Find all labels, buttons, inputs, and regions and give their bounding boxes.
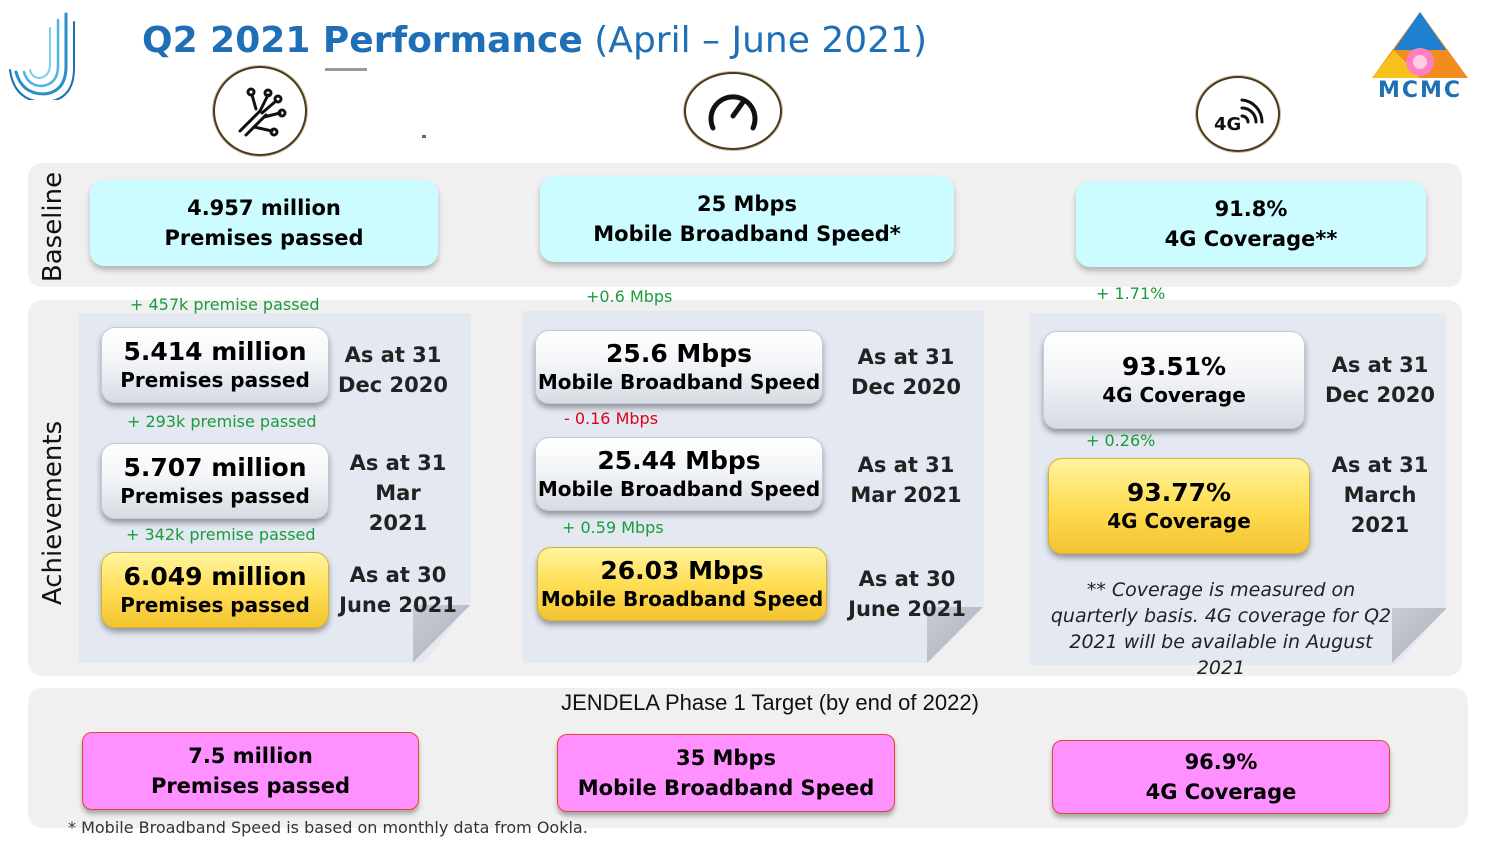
premises-jun-value: 6.049 million xyxy=(123,562,307,591)
jendela-logo xyxy=(8,10,80,104)
title-bold: Q2 2021 Performance xyxy=(142,20,583,61)
premises-box-mar: 5.707 million Premises passed xyxy=(101,443,329,519)
coverage-mar-label: 4G Coverage xyxy=(1107,509,1251,533)
title-underline xyxy=(325,68,367,71)
baseline-premises-label: Premises passed xyxy=(164,226,364,250)
speedometer-icon xyxy=(684,72,782,150)
premises-delta-1: + 457k premise passed xyxy=(130,295,320,314)
coverage-dec-date: As at 31 Dec 2020 xyxy=(1325,353,1435,407)
mcmc-logo-text: MCMC xyxy=(1377,78,1463,103)
premises-delta-2: + 293k premise passed xyxy=(127,412,317,431)
speed-jun-label: Mobile Broadband Speed xyxy=(540,587,824,611)
premises-box-jun: 6.049 million Premises passed xyxy=(101,552,329,628)
premises-dec-label: Premises passed xyxy=(120,368,310,392)
premises-panel-fold xyxy=(413,605,471,663)
4g-icon-text: 4G xyxy=(1214,114,1241,134)
premises-delta-3: + 342k premise passed xyxy=(126,525,316,544)
premises-box-dec: 5.414 million Premises passed xyxy=(101,327,329,403)
target-coverage-label: 4G Coverage xyxy=(1145,780,1297,804)
target-premises-box: 7.5 million Premises passed xyxy=(82,732,419,810)
speed-jun-value: 26.03 Mbps xyxy=(600,556,764,585)
page-title: Q2 2021 Performance (April – June 2021) xyxy=(142,20,927,61)
speed-mar-label: Mobile Broadband Speed xyxy=(537,477,821,501)
circuit-network-icon xyxy=(213,66,307,156)
coverage-box-mar: 93.77% 4G Coverage xyxy=(1048,458,1310,554)
baseline-coverage-label: 4G Coverage** xyxy=(1164,227,1338,251)
coverage-box-dec: 93.51% 4G Coverage xyxy=(1043,331,1305,429)
target-heading: JENDELA Phase 1 Target (by end of 2022) xyxy=(561,690,979,715)
baseline-premises-value: 4.957 million xyxy=(187,196,341,220)
baseline-coverage-value: 91.8% xyxy=(1214,197,1288,221)
target-speed-label: Mobile Broadband Speed xyxy=(577,776,875,800)
coverage-note: ** Coverage is measured on quarterly bas… xyxy=(1050,579,1392,679)
premises-mar-label: Premises passed xyxy=(120,484,310,508)
coverage-delta-2: + 0.26% xyxy=(1086,431,1156,450)
premises-mar-value: 5.707 million xyxy=(123,453,307,482)
dot-mark xyxy=(422,135,426,138)
target-coverage-value: 96.9% xyxy=(1184,750,1258,774)
speed-delta-2: - 0.16 Mbps xyxy=(564,409,659,428)
baseline-coverage-box: 91.8% 4G Coverage** xyxy=(1076,181,1426,267)
coverage-mar-date: As at 31 March 2021 xyxy=(1331,453,1429,537)
speed-panel-fold xyxy=(927,607,984,663)
speed-dec-label: Mobile Broadband Speed xyxy=(537,370,821,394)
coverage-delta-1: + 1.71% xyxy=(1096,284,1166,303)
premises-dec-date: As at 31 Dec 2020 xyxy=(338,343,448,397)
speed-mar-value: 25.44 Mbps xyxy=(597,446,761,475)
achievements-label: Achievements xyxy=(38,420,68,606)
target-premises-value: 7.5 million xyxy=(188,744,313,768)
target-coverage-box: 96.9% 4G Coverage xyxy=(1052,740,1390,814)
speed-delta-3: + 0.59 Mbps xyxy=(562,518,664,537)
premises-dec-value: 5.414 million xyxy=(123,337,307,366)
speed-mar-date: As at 31 Mar 2021 xyxy=(850,453,962,507)
coverage-panel-fold xyxy=(1392,608,1446,665)
speed-box-mar: 25.44 Mbps Mobile Broadband Speed xyxy=(535,437,823,511)
speed-jun-date: As at 30 June 2021 xyxy=(848,567,966,621)
baseline-speed-value: 25 Mbps xyxy=(697,192,797,216)
target-speed-box: 35 Mbps Mobile Broadband Speed xyxy=(557,734,895,812)
speed-dec-value: 25.6 Mbps xyxy=(606,339,752,368)
target-premises-label: Premises passed xyxy=(150,774,351,798)
speed-box-dec: 25.6 Mbps Mobile Broadband Speed xyxy=(535,330,823,404)
coverage-dec-value: 93.51% xyxy=(1121,352,1227,381)
premises-mar-date: As at 31 Mar 2021 xyxy=(349,451,447,535)
footnote: * Mobile Broadband Speed is based on mon… xyxy=(68,818,588,837)
baseline-premises-box: 4.957 million Premises passed xyxy=(90,180,438,266)
speed-box-jun: 26.03 Mbps Mobile Broadband Speed xyxy=(537,547,827,621)
baseline-speed-box: 25 Mbps Mobile Broadband Speed* xyxy=(540,176,954,262)
baseline-speed-label: Mobile Broadband Speed* xyxy=(593,222,901,246)
title-period: (April – June 2021) xyxy=(594,20,927,61)
coverage-dec-label: 4G Coverage xyxy=(1102,383,1246,407)
4g-signal-icon: 4G xyxy=(1196,76,1280,152)
target-speed-value: 35 Mbps xyxy=(676,746,776,770)
speed-dec-date: As at 31 Dec 2020 xyxy=(851,345,961,399)
coverage-mar-value: 93.77% xyxy=(1126,478,1232,507)
mcmc-logo: MCMC xyxy=(1364,10,1476,103)
premises-jun-label: Premises passed xyxy=(120,593,310,617)
premises-jun-date: As at 30 June 2021 xyxy=(339,563,457,617)
speed-delta-1: +0.6 Mbps xyxy=(586,287,673,306)
baseline-label: Baseline xyxy=(38,171,68,283)
